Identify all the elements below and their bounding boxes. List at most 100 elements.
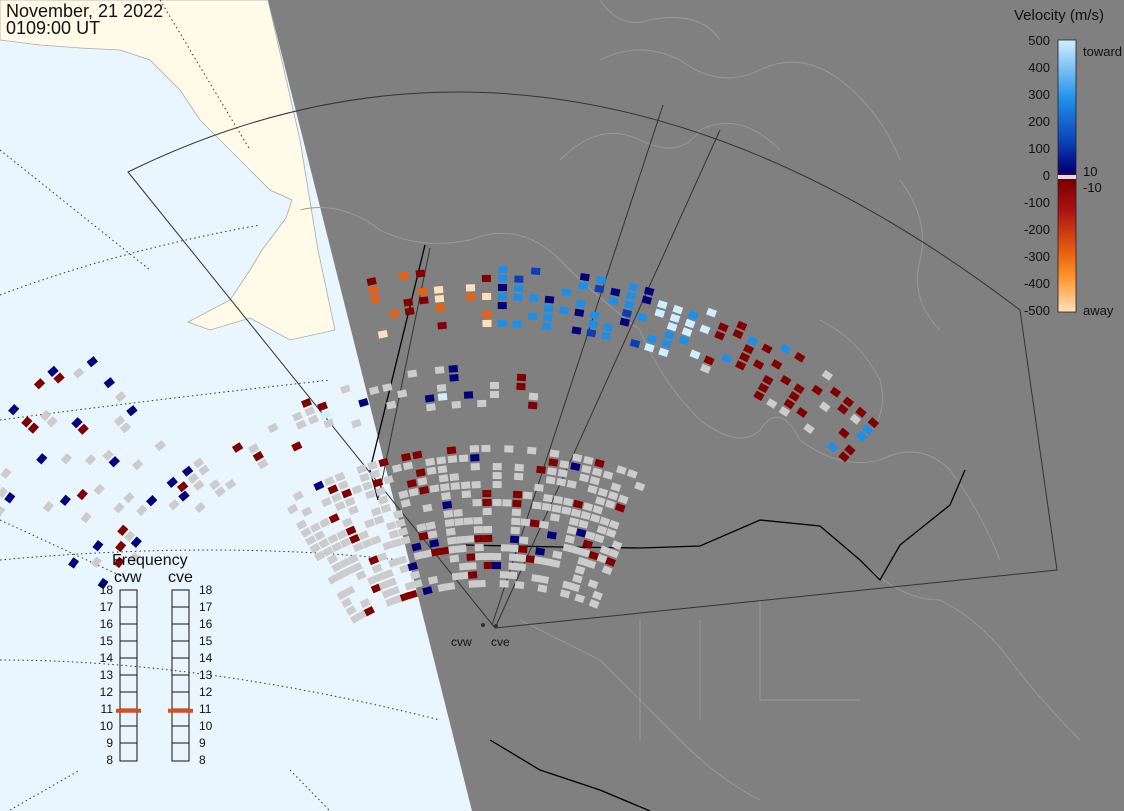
scatter-cell [130,536,142,548]
scatter-cell [113,502,125,514]
scatter-cell [403,298,414,307]
scatter-cell [434,294,445,303]
scatter-cell [413,551,424,561]
scatter-cell [610,482,622,492]
scatter-cell [482,507,492,516]
colorbar-tick: -300 [1024,249,1050,264]
scatter-cell [437,465,448,474]
scatter-cell [441,492,451,501]
scatter-cell [395,518,406,528]
scatter-cell [641,295,653,305]
scatter-cell [427,530,438,539]
scatter-cell [323,418,335,429]
scatter-cell [472,498,482,507]
scatter-cell [436,383,447,392]
scatter-cell [592,505,604,515]
scatter-cell [574,308,585,317]
scatter-cell [518,545,528,554]
scatter-cell [516,373,527,382]
scatter-cell [599,545,611,555]
colorbar-title: Velocity (m/s) [1014,7,1104,24]
scatter-cell [551,504,562,513]
scatter-cell [458,562,469,571]
scatter-cell [108,456,120,468]
scatter-cell [514,581,525,589]
scatter-cell [97,577,109,590]
scatter-cell [607,490,619,501]
scatter-cell [582,539,593,549]
scatter-cell [292,490,304,502]
scatter-cell [844,444,856,456]
scatter-cell [305,535,317,546]
scatter-cell [409,570,421,580]
scatter-cell [578,519,589,529]
scatter-cell [498,266,508,274]
scatter-cell [198,464,210,476]
scatter-cell [512,499,522,508]
scatter-cell [355,570,367,581]
scatter-cell [580,510,591,521]
scatter-cell [497,284,508,292]
scatter-cell [400,452,412,462]
scatter-cell [588,598,600,609]
scatter-cell [447,455,458,464]
scatter-cell [309,522,321,533]
scatter-cell [512,320,522,328]
scatter-cell [176,481,189,493]
colorbar-tick: 0 [1043,168,1050,183]
scatter-cell [46,416,58,428]
scatter-cell [499,580,509,588]
scatter-cell [341,517,353,528]
scatter-cell [407,561,418,572]
scatter-cell [829,386,842,398]
scatter-cell [402,461,414,471]
scatter-cell [350,418,362,429]
colorbar-tick: -500 [1024,303,1050,318]
scatter-cell [562,580,573,590]
scatter-cell [568,517,580,527]
scatter-cell [331,561,343,573]
scatter-cell [779,343,792,355]
scatter-cell [178,490,190,502]
scatter-cell [267,422,279,434]
scatter-cell [397,527,409,537]
scatter-cell [318,538,330,549]
scatter-cell [320,496,333,508]
scatter-cell [187,472,199,484]
scatter-cell [564,534,576,544]
frequency-tick: 14 [100,651,114,665]
scatter-cell [509,535,520,544]
night-region [268,0,1124,811]
scatter-cell [608,296,619,306]
frequency-tick: 10 [100,719,114,733]
scatter-cell [594,284,605,294]
scatter-cell [0,467,12,480]
scatter-cell [123,530,136,542]
scatter-cell [699,324,711,335]
scatter-cell [451,572,462,581]
scatter-cell [483,552,493,561]
scatter-cell [382,540,394,551]
scatter-cell [579,548,591,558]
scatter-cell [358,398,369,408]
scatter-cell [418,486,430,495]
scatter-cell [467,562,477,570]
scatter-cell [766,398,778,409]
scatter-cell [753,390,765,402]
scatter-cell [581,464,592,474]
scatter-cell [448,364,459,373]
scatter-cell [516,382,526,391]
scatter-cell [392,509,404,520]
scatter-cell [470,463,480,471]
scatter-cell [661,339,672,349]
scatter-cell [562,497,574,507]
scatter-cell [257,458,269,470]
scatter-cell [123,491,135,504]
scatter-cell [548,458,559,467]
scatter-cell [826,441,839,453]
scatter-cell [252,450,264,462]
scatter-cell [343,585,356,597]
scatter-cell [391,463,403,473]
scatter-cell [542,557,553,567]
scatter-cell [368,555,380,566]
